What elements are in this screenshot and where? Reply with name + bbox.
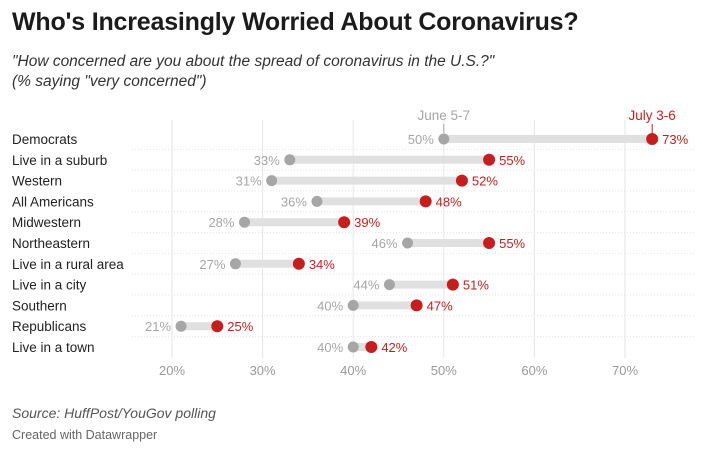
point-july — [410, 299, 423, 312]
chart-subtitle: "How concerned are you about the spread … — [12, 52, 494, 92]
category-label: Southern — [12, 298, 67, 313]
point-june — [383, 279, 395, 291]
point-june — [347, 341, 359, 353]
value-label-june: 27% — [199, 257, 225, 272]
value-label-june: 46% — [372, 236, 398, 251]
x-tick-label: 50% — [431, 363, 457, 378]
row-separators — [132, 148, 695, 338]
point-july — [446, 278, 459, 291]
value-label-july: 52% — [472, 174, 498, 189]
category-labels: Democrats Live in a suburb Western All Amer… — [12, 132, 124, 355]
point-june — [347, 299, 359, 311]
point-july — [455, 174, 468, 187]
point-july — [292, 257, 305, 270]
category-label: Live in a town — [12, 340, 95, 355]
value-label-june: 50% — [408, 132, 434, 147]
value-label-june: 40% — [317, 340, 343, 355]
chart-title: Who's Increasingly Worried About Coronav… — [12, 8, 579, 36]
value-label-june: 40% — [317, 298, 343, 313]
point-july — [365, 341, 378, 353]
point-june — [438, 133, 450, 145]
point-june — [266, 175, 278, 187]
value-label-june: 28% — [208, 215, 234, 230]
point-july — [483, 153, 496, 166]
source-note: Source: HuffPost/YouGov polling — [12, 405, 216, 421]
point-july — [338, 216, 351, 229]
data-points — [175, 133, 659, 353]
point-june — [311, 195, 323, 207]
x-tick-label: 60% — [521, 363, 547, 378]
value-label-july: 55% — [499, 153, 525, 168]
category-label: Northeastern — [12, 236, 90, 251]
value-label-july: 25% — [227, 319, 253, 334]
value-label-july: 55% — [499, 236, 525, 251]
point-july — [211, 320, 224, 333]
value-label-july: 34% — [309, 257, 335, 272]
point-july — [419, 195, 432, 208]
category-label: Live in a city — [12, 278, 87, 293]
range-bars — [181, 135, 653, 351]
subtitle-question: "How concerned are you about the spread … — [12, 53, 495, 70]
category-label: Democrats — [12, 132, 78, 147]
value-label-june: 21% — [145, 319, 171, 334]
point-july — [483, 237, 496, 249]
point-june — [284, 154, 296, 166]
x-tick-label: 70% — [612, 363, 638, 378]
value-label-july: 51% — [463, 278, 489, 293]
legend-june: June 5-7 — [418, 108, 471, 123]
x-axis-tick-labels: 20% 30% 40% 50% 60% 70% — [159, 363, 638, 378]
point-june — [238, 216, 250, 228]
category-label: Live in a suburb — [12, 153, 107, 168]
category-label: Republicans — [12, 319, 87, 334]
category-label: Midwestern — [12, 215, 81, 230]
point-july — [646, 133, 659, 145]
value-label-june: 31% — [236, 174, 262, 189]
category-label: Live in a rural area — [12, 257, 124, 272]
data-labels: 50% 73% 33% 55% 31% 52% 36% 48% 28% 39% 46% 55% 27% 3… — [145, 132, 689, 355]
value-label-july: 42% — [381, 340, 407, 355]
value-label-july: 73% — [662, 132, 688, 147]
value-label-july: 48% — [436, 194, 462, 209]
series-legend: June 5-7 July 3-6 — [418, 108, 676, 133]
legend-july: July 3-6 — [629, 108, 676, 123]
x-tick-label: 30% — [250, 363, 276, 378]
dot-range-chart: 50% 73% 33% 55% 31% 52% 36% 48% 28% 39% 46% 55% 27% 3… — [12, 108, 695, 378]
value-label-july: 39% — [354, 215, 380, 230]
value-label-june: 36% — [281, 194, 307, 209]
value-label-july: 47% — [427, 298, 453, 313]
credit-note: Created with Datawrapper — [12, 428, 158, 442]
subtitle-note: (% saying "very concerned") — [12, 73, 207, 90]
category-label: All Americans — [12, 194, 94, 209]
category-label: Western — [12, 174, 62, 189]
value-label-june: 44% — [353, 278, 379, 293]
value-label-june: 33% — [254, 153, 280, 168]
point-june — [229, 258, 241, 270]
point-june — [402, 237, 414, 249]
point-june — [175, 320, 187, 332]
x-tick-label: 20% — [159, 363, 185, 378]
x-tick-label: 40% — [340, 363, 366, 378]
